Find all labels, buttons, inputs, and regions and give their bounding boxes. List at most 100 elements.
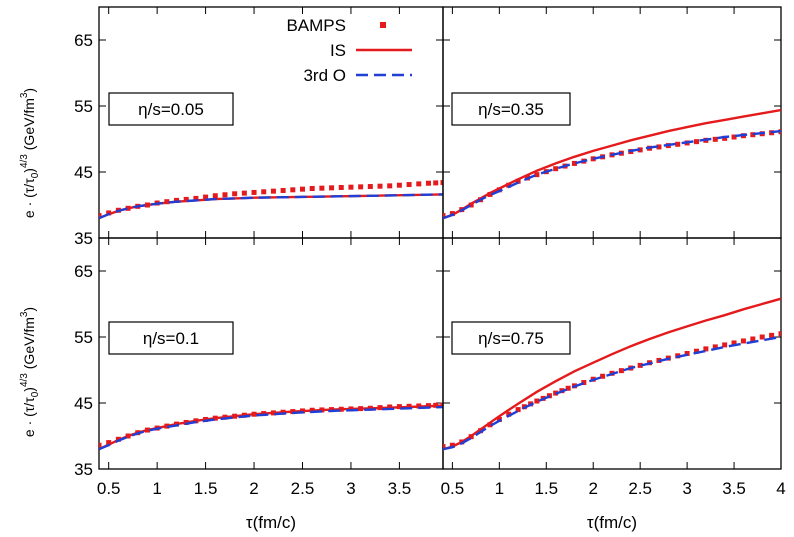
bamps-point bbox=[440, 180, 443, 186]
bamps-point bbox=[675, 141, 681, 147]
bamps-point bbox=[232, 191, 238, 197]
y-tick-label: 55 bbox=[74, 97, 93, 116]
bamps-point bbox=[261, 189, 267, 195]
y-axis-label-top: e · (τ/τ0)4/3 (GeV/fm3) bbox=[19, 88, 41, 218]
bamps-point bbox=[106, 440, 112, 446]
y-tick-label: 65 bbox=[74, 31, 93, 50]
bamps-point bbox=[329, 185, 335, 191]
bamps-point bbox=[553, 166, 559, 172]
x-tick-label: 0.5 bbox=[97, 479, 121, 498]
y-tick-label: 45 bbox=[74, 163, 93, 182]
series-group bbox=[443, 297, 781, 451]
bamps-point bbox=[515, 407, 521, 413]
bamps-point bbox=[387, 183, 393, 189]
bamps-point bbox=[338, 185, 344, 191]
bamps-point bbox=[731, 134, 737, 140]
y-tick-label: 35 bbox=[74, 460, 93, 479]
bamps-point bbox=[618, 368, 624, 374]
bamps-point bbox=[425, 180, 431, 186]
panels: 35 45 55 65 η/s=0.05 η/s=0.35 0.5 1 1.5 2 2.5 3 3.5 3… bbox=[74, 6, 786, 498]
series-3rd-o-line bbox=[99, 405, 443, 451]
panel-bottom-left: 0.5 1 1.5 2 2.5 3 3.5 35 45 55 65 η/s=0.1 bbox=[74, 237, 444, 498]
bamps-point bbox=[750, 336, 756, 342]
bamps-point bbox=[416, 181, 422, 187]
legend: BAMPS IS 3rd O bbox=[286, 16, 412, 85]
annotation-box bbox=[108, 92, 234, 126]
bamps-point bbox=[280, 187, 286, 193]
series-group bbox=[99, 180, 443, 220]
bamps-point bbox=[534, 398, 540, 404]
bamps-point bbox=[694, 139, 699, 145]
bamps-point bbox=[684, 351, 690, 356]
bamps-point bbox=[722, 342, 728, 348]
series-is-line bbox=[443, 108, 781, 220]
bamps-point bbox=[443, 213, 446, 219]
x-tick-label: 2.5 bbox=[628, 479, 652, 498]
bamps-point bbox=[449, 442, 455, 448]
bamps-point bbox=[251, 189, 257, 195]
bamps-point bbox=[174, 197, 180, 203]
bamps-point bbox=[309, 186, 315, 191]
legend-label: BAMPS bbox=[286, 16, 346, 35]
bamps-point bbox=[348, 184, 354, 190]
bamps-point bbox=[222, 192, 228, 198]
bamps-point bbox=[290, 187, 296, 193]
bamps-point bbox=[600, 373, 606, 379]
bamps-point bbox=[750, 132, 756, 138]
legend-label: 3rd O bbox=[303, 66, 346, 85]
bamps-point bbox=[778, 331, 781, 337]
x-tick-label: 2 bbox=[588, 479, 597, 498]
annotation-label: η/s=0.05 bbox=[138, 100, 204, 119]
panel-top-left: 35 45 55 65 η/s=0.05 bbox=[74, 6, 444, 248]
y-tick-label: 65 bbox=[74, 262, 93, 281]
bamps-point bbox=[99, 213, 102, 219]
panel-bottom-right: 0.5 1 1.5 2 2.5 3 3.5 4 η/s=0.75 bbox=[441, 237, 786, 498]
annotation-label: η/s=0.35 bbox=[478, 100, 544, 119]
series-is-line bbox=[99, 404, 443, 451]
bamps-point bbox=[270, 188, 276, 194]
bamps-point bbox=[99, 442, 102, 448]
y-tick-label: 35 bbox=[74, 229, 93, 248]
x-tick-label: 3.5 bbox=[388, 479, 412, 498]
bamps-point bbox=[106, 210, 112, 216]
annotation-box bbox=[451, 321, 571, 355]
x-axis-label-left: τ(fm/c) bbox=[246, 513, 296, 532]
x-tick-label: 1.5 bbox=[194, 479, 218, 498]
bamps-point bbox=[722, 135, 728, 141]
bamps-point bbox=[506, 411, 512, 417]
y-axis-label-bottom: e · (τ/τ0)4/3 (GeV/fm3) bbox=[19, 307, 41, 437]
x-tick-label: 3 bbox=[346, 479, 355, 498]
x-tick-label: 4 bbox=[776, 479, 785, 498]
x-axis-label-right: τ(fm/c) bbox=[587, 513, 637, 532]
bamps-point bbox=[183, 196, 189, 202]
bamps-point bbox=[712, 344, 718, 350]
bamps-point bbox=[241, 190, 247, 196]
x-tick-label: 1.5 bbox=[534, 479, 558, 498]
legend-swatch-dots bbox=[380, 22, 386, 28]
series-is-line bbox=[99, 193, 443, 220]
bamps-point bbox=[637, 362, 643, 368]
bamps-point bbox=[712, 136, 718, 142]
bamps-point bbox=[703, 346, 709, 352]
annotation-label: η/s=0.1 bbox=[143, 329, 199, 348]
bamps-point bbox=[731, 340, 737, 346]
bamps-point bbox=[433, 180, 439, 186]
x-tick-label: 3 bbox=[682, 479, 691, 498]
bamps-point bbox=[319, 185, 325, 191]
y-axis-label-text: e · (τ/τ0)4/3 (GeV/fm3) bbox=[19, 307, 41, 437]
bamps-point bbox=[377, 183, 383, 189]
bamps-point bbox=[534, 172, 540, 178]
series-3rd-o-line bbox=[99, 193, 443, 220]
y-axis-label-text: e · (τ/τ0)4/3 (GeV/fm3) bbox=[19, 88, 41, 218]
x-tick-label: 2 bbox=[249, 479, 258, 498]
bamps-point bbox=[581, 380, 587, 386]
annotation-box bbox=[108, 321, 234, 355]
bamps-point bbox=[367, 184, 373, 190]
x-tick-label: 1 bbox=[152, 479, 161, 498]
bamps-point bbox=[769, 332, 775, 338]
bamps-point bbox=[740, 338, 746, 344]
x-tick-label: 0.5 bbox=[441, 479, 465, 498]
y-tick-label: 55 bbox=[74, 328, 93, 347]
panel-frame bbox=[442, 237, 782, 470]
